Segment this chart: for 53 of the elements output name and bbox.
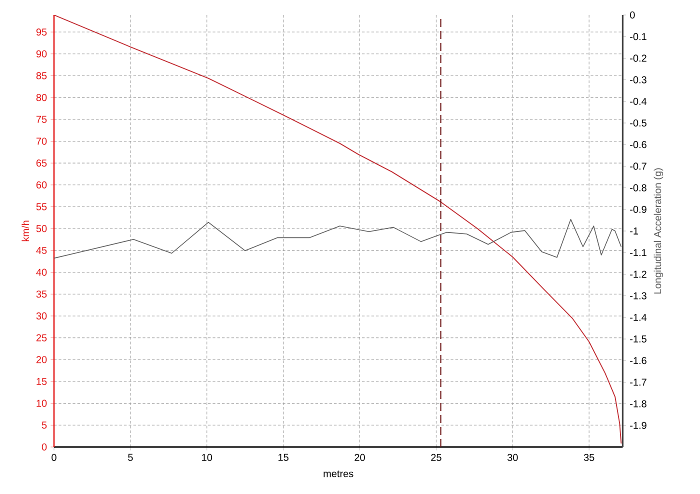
y-tick-label: 35 bbox=[36, 290, 47, 298]
y2-tick-label: -1 bbox=[630, 228, 638, 234]
y-tick-label: 50 bbox=[36, 225, 47, 232]
y2-tick-label: -1.7 bbox=[630, 378, 646, 386]
y2-tick-label: -0.6 bbox=[630, 141, 646, 148]
y-tick-label: 90 bbox=[36, 50, 47, 58]
y-tick-label: 95 bbox=[36, 28, 47, 36]
y-tick-label: 70 bbox=[36, 138, 47, 145]
y-tick-label: 75 bbox=[36, 116, 47, 123]
y2-tick-label: -1.3 bbox=[630, 292, 646, 300]
y2-tick-label: -1.6 bbox=[630, 357, 646, 364]
y2-tick-label: -1.1 bbox=[630, 249, 646, 256]
y-tick-label: 60 bbox=[36, 181, 47, 188]
y2-tick-label: -0.5 bbox=[630, 119, 646, 127]
y2-tick-label: -0.1 bbox=[630, 33, 646, 40]
y-tick-label: 15 bbox=[36, 378, 47, 385]
y-tick-label: 80 bbox=[36, 94, 47, 102]
y2-axis-title: Longitudinal Acceleration (g) bbox=[654, 168, 664, 294]
y2-tick-label: 0 bbox=[630, 11, 635, 19]
x-tick-label: 0 bbox=[52, 454, 56, 462]
y-tick-label: 20 bbox=[36, 356, 47, 364]
y-tick-label: 45 bbox=[36, 246, 47, 254]
y2-tick-label: -0.9 bbox=[630, 206, 646, 213]
y-tick-label: 65 bbox=[36, 160, 47, 167]
y2-tick-label: -0.4 bbox=[630, 98, 647, 105]
x-tick-label: 15 bbox=[278, 454, 288, 461]
y2-tick-label: -1.4 bbox=[630, 314, 647, 321]
y2-tick-label: -0.3 bbox=[630, 76, 646, 84]
line-series bbox=[54, 14, 622, 444]
y-tick-label: 30 bbox=[36, 312, 47, 320]
y2-tick-label: -1.5 bbox=[630, 336, 646, 342]
y-tick-label: 40 bbox=[36, 268, 47, 276]
x-axis-title: metres bbox=[324, 470, 354, 478]
y-tick-label: 0 bbox=[42, 443, 47, 451]
y-tick-label: 55 bbox=[36, 203, 47, 210]
y-tick-label: 25 bbox=[36, 334, 47, 342]
x-tick-label: 25 bbox=[431, 454, 442, 462]
line-series bbox=[54, 218, 622, 259]
y2-tick-label: -0.2 bbox=[630, 54, 646, 62]
x-tick-label: 35 bbox=[584, 454, 594, 462]
x-tick-label: 20 bbox=[354, 454, 365, 462]
y-axis-title: km/h bbox=[22, 220, 30, 242]
x-tick-label: 5 bbox=[128, 454, 133, 461]
y2-tick-label: -0.7 bbox=[630, 162, 646, 170]
y-tick-label: 85 bbox=[36, 72, 47, 80]
x-tick-label: 10 bbox=[202, 454, 212, 462]
y2-tick-label: -1.2 bbox=[630, 270, 646, 278]
y-tick-label: 5 bbox=[42, 422, 47, 429]
x-tick-label: 30 bbox=[507, 454, 518, 462]
y2-tick-label: -1.8 bbox=[630, 400, 646, 408]
y-tick-label: 10 bbox=[36, 400, 47, 407]
y2-tick-label: -1.9 bbox=[630, 422, 646, 429]
y2-tick-label: -0.8 bbox=[630, 184, 646, 192]
